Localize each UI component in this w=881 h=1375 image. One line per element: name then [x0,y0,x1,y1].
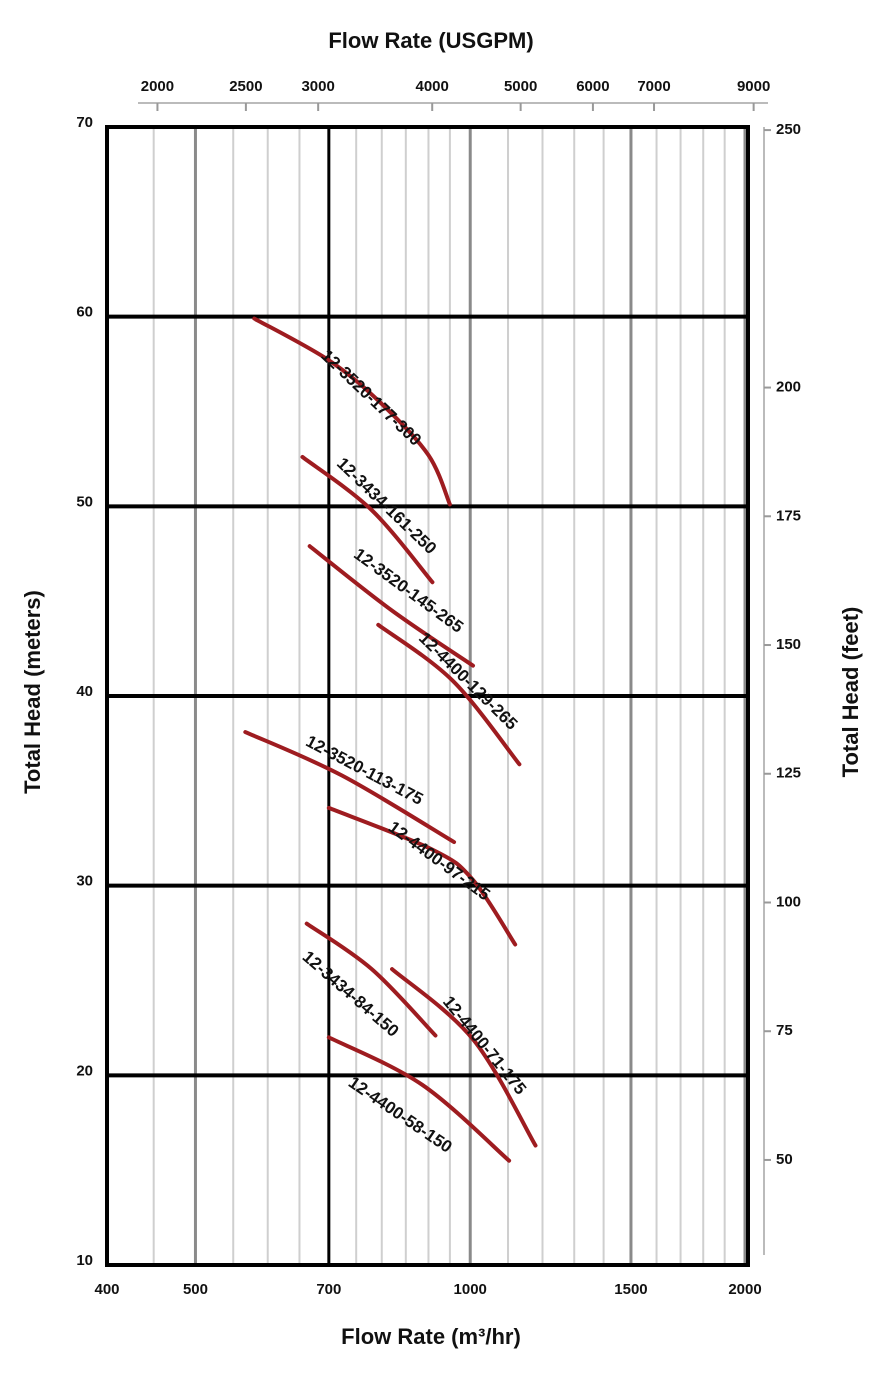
x-tick-label: 700 [316,1281,341,1298]
x-tick-label: 1000 [454,1281,487,1298]
curve-label: 12-3434-84-150 [299,947,403,1041]
y2-axis-title: Total Head (feet) [838,607,863,778]
x-tick-label: 2000 [728,1281,761,1298]
x2-tick-label: 5000 [504,78,537,95]
y2-tick-label: 250 [776,121,801,138]
x2-tick-label: 9000 [737,78,770,95]
y-tick-label: 10 [76,1252,93,1269]
y2-tick-label: 150 [776,636,801,653]
curve-label: 12-4400-58-150 [345,1073,456,1157]
pump-curve [304,921,438,1038]
x2-tick-label: 2000 [141,78,174,95]
pump-curve [326,1035,512,1163]
y-tick-label: 30 [76,873,93,890]
pump-curve [307,544,475,668]
x2-tick-label: 2500 [229,78,262,95]
x2-tick-label: 3000 [301,78,334,95]
plot-frame [105,125,750,1267]
y2-tick-label: 100 [776,893,801,910]
curve-label: 12-3520-177-300 [317,346,425,450]
x2-tick-label: 7000 [637,78,670,95]
y-tick-label: 60 [76,304,93,321]
y-tick-label: 70 [76,114,93,131]
y2-tick-label: 50 [776,1151,793,1168]
x-axis-title: Flow Rate (m³/hr) [341,1324,521,1349]
x2-tick-label: 6000 [576,78,609,95]
y2-tick-label: 75 [776,1022,793,1039]
curve-label: 12-4400-97-215 [385,817,494,904]
pump-curve [376,622,522,767]
y2-tick-label: 175 [776,507,801,524]
pump-curve [300,455,435,585]
y-tick-label: 50 [76,493,93,510]
y-tick-label: 20 [76,1062,93,1079]
x-tick-label: 400 [94,1281,119,1298]
top-axis-title: Flow Rate (USGPM) [328,28,533,53]
y2-tick-label: 125 [776,765,801,782]
curve-label: 12-4400-71-175 [439,992,530,1098]
curve-label: 12-4400-129-265 [415,628,521,733]
x2-tick-label: 4000 [416,78,449,95]
y-axis-title: Total Head (meters) [20,590,45,794]
y-tick-label: 40 [76,683,93,700]
y2-tick-label: 200 [776,379,801,396]
pump-curve [390,967,538,1148]
pump-curve [326,805,518,947]
x-tick-label: 1500 [614,1281,647,1298]
x-tick-label: 500 [183,1281,208,1298]
pump-curve [252,316,452,507]
curve-label: 12-3520-113-175 [303,732,426,809]
pump-curve [243,730,457,845]
